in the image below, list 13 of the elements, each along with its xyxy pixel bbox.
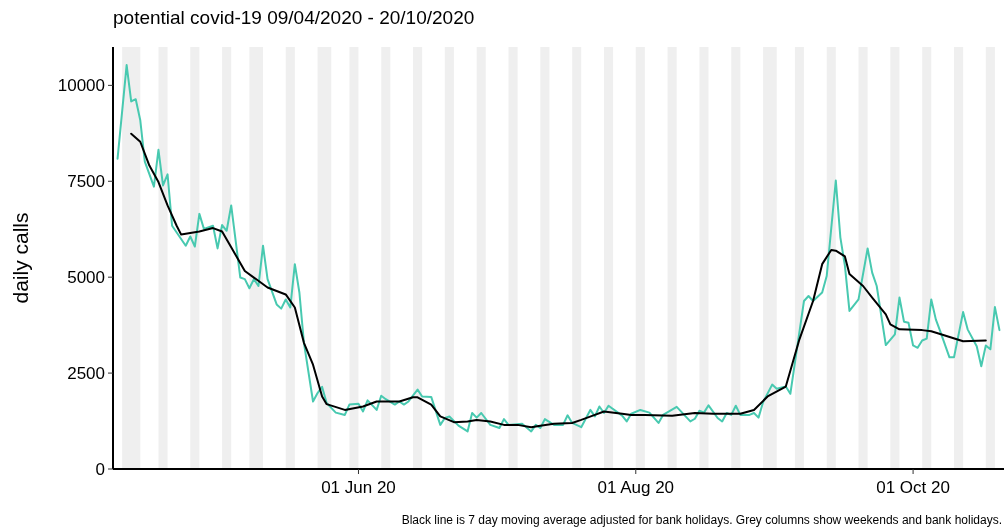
x-tick-label: 01 Aug 20 xyxy=(597,478,675,497)
y-axis-title: daily calls xyxy=(9,212,32,304)
y-tick-label: 7500 xyxy=(67,172,105,192)
line-series xyxy=(130,132,987,429)
text: Black line is 7 day moving average adjusted for bank holidays. Grey columns show weekends and bank holidays. xyxy=(401,513,1002,527)
x-tick-label: 01 Jun 20 xyxy=(321,478,396,497)
y-tick-label: 0 xyxy=(95,459,105,479)
x-tick-label: 01 Oct 20 xyxy=(876,478,950,497)
y-tick-label: 5000 xyxy=(67,268,105,288)
line-series xyxy=(116,64,1001,433)
y-tick-label: 2500 xyxy=(67,364,105,384)
chart-title: potential covid-19 09/04/2020 - 20/10/2020 xyxy=(113,7,475,28)
y-tick-label: 10000 xyxy=(57,76,105,96)
